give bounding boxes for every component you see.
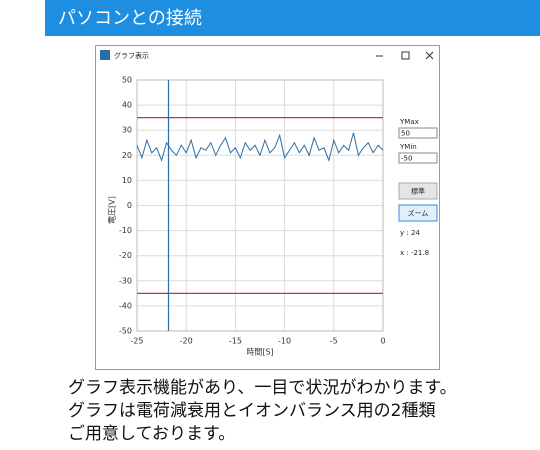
x-tick-label: -10 xyxy=(278,337,291,346)
ymin-input[interactable] xyxy=(398,152,438,164)
caption-line: ご用意しております。 xyxy=(68,424,235,444)
x-tick-label: -15 xyxy=(229,337,242,346)
x-tick-label: -25 xyxy=(130,337,143,346)
ymin-value: -50 xyxy=(401,155,412,163)
standard-button[interactable] xyxy=(398,182,438,200)
y-tick-label: 30 xyxy=(122,126,132,135)
maximize-button[interactable] xyxy=(401,51,410,60)
y-tick-label: -10 xyxy=(119,226,132,235)
standard-button-label: 標準 xyxy=(411,187,425,196)
x-tick-label: -20 xyxy=(180,337,193,346)
readout-x: x : -21.8 xyxy=(400,249,429,257)
y-axis-label: 電圧[V] xyxy=(108,196,117,224)
y-tick-label: -20 xyxy=(119,251,132,260)
y-tick-label: 50 xyxy=(122,76,132,85)
ymin-label: YMin xyxy=(399,143,417,151)
window-title: グラフ表示 xyxy=(114,51,149,60)
caption-line: グラフ表示機能があり、一目で状況がわかります。 xyxy=(68,378,457,398)
x-tick-label: 0 xyxy=(380,337,385,346)
y-tick-label: 20 xyxy=(122,151,132,160)
y-tick-label: -50 xyxy=(119,327,132,336)
y-tick-label: 10 xyxy=(122,176,132,185)
close-button[interactable] xyxy=(425,51,434,60)
ymax-label: YMax xyxy=(399,118,419,126)
x-axis-label: 時間[S] xyxy=(246,348,273,357)
zoom-button-label: ズーム xyxy=(408,209,429,218)
y-tick-label: -40 xyxy=(119,301,132,310)
header-title: パソコンとの接続 xyxy=(58,8,202,29)
ymax-value: 50 xyxy=(401,130,410,138)
header-bar xyxy=(45,0,540,36)
ymax-input[interactable] xyxy=(398,127,438,139)
app-icon xyxy=(100,50,110,60)
y-tick-label: -30 xyxy=(119,276,132,285)
series-line xyxy=(136,132,384,162)
readout-y: y : 24 xyxy=(400,229,420,237)
y-tick-label: 40 xyxy=(122,101,132,110)
plot-frame xyxy=(136,79,384,332)
window xyxy=(95,45,440,370)
zoom-button[interactable] xyxy=(398,204,438,222)
x-tick-label: -5 xyxy=(330,337,338,346)
y-tick-label: 0 xyxy=(127,201,132,210)
caption-line: グラフは電荷減衰用とイオンバランス用の2種類 xyxy=(68,401,435,421)
